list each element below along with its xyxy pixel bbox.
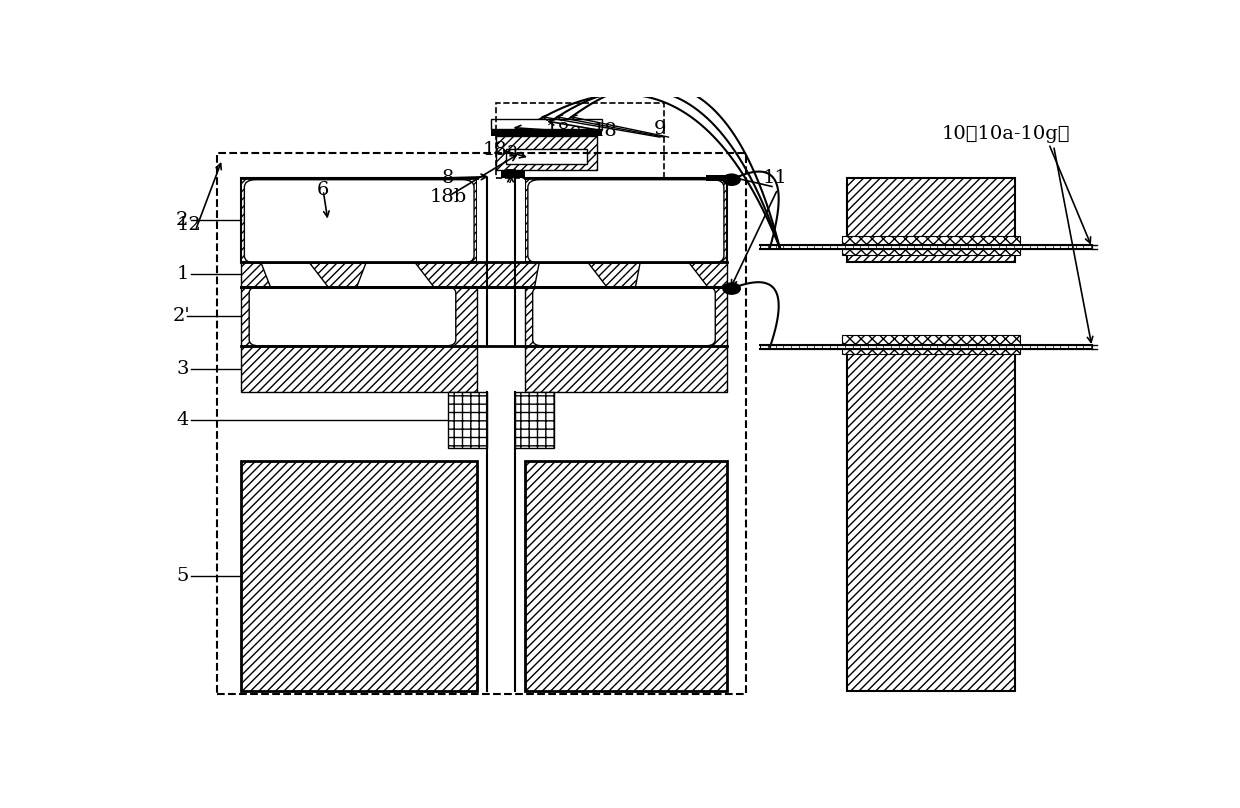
Text: 18a: 18a (482, 141, 520, 159)
Bar (842, 236, 1021, 255)
FancyBboxPatch shape (244, 179, 474, 263)
Bar (242, 178, 477, 262)
Text: 11: 11 (763, 169, 787, 187)
Bar (448, 393, 486, 448)
FancyBboxPatch shape (528, 179, 724, 263)
Text: 4: 4 (176, 411, 188, 430)
Bar (525, 346, 727, 393)
Text: 3: 3 (176, 360, 188, 378)
Bar (496, 137, 596, 170)
Bar (706, 175, 727, 181)
Bar (501, 170, 525, 178)
Bar (842, 335, 1021, 355)
Text: 2: 2 (176, 211, 188, 229)
Bar (496, 103, 665, 178)
Text: 2': 2' (172, 307, 190, 326)
Text: 18b: 18b (429, 187, 466, 205)
Text: 1: 1 (176, 265, 188, 284)
Text: 5: 5 (176, 567, 188, 585)
Circle shape (723, 283, 740, 294)
Bar (242, 287, 477, 346)
Bar (847, 178, 1016, 262)
Bar (242, 346, 477, 393)
FancyBboxPatch shape (533, 287, 715, 346)
Bar (506, 149, 588, 164)
Bar (760, 345, 1092, 349)
FancyBboxPatch shape (249, 287, 456, 346)
Bar (760, 246, 1092, 250)
Bar (242, 461, 477, 691)
Bar (217, 153, 746, 694)
Text: 12: 12 (176, 216, 201, 234)
Text: 8: 8 (441, 169, 454, 187)
Text: 18c: 18c (546, 122, 582, 140)
Bar (477, 178, 525, 262)
Text: 7: 7 (505, 169, 517, 187)
Bar (491, 128, 601, 137)
Circle shape (723, 174, 740, 185)
Bar (491, 120, 601, 128)
Bar (847, 346, 1016, 691)
Bar (525, 178, 727, 262)
Polygon shape (534, 262, 606, 287)
Bar (525, 287, 727, 346)
Bar (242, 262, 727, 287)
Polygon shape (357, 262, 434, 287)
Polygon shape (635, 262, 708, 287)
Text: 9: 9 (653, 120, 666, 138)
Bar (516, 393, 554, 448)
Text: 18: 18 (593, 122, 618, 140)
Text: 10（10a-10g）: 10（10a-10g） (941, 125, 1070, 143)
Text: 6: 6 (317, 181, 330, 200)
Polygon shape (260, 262, 327, 287)
Bar (525, 461, 727, 691)
